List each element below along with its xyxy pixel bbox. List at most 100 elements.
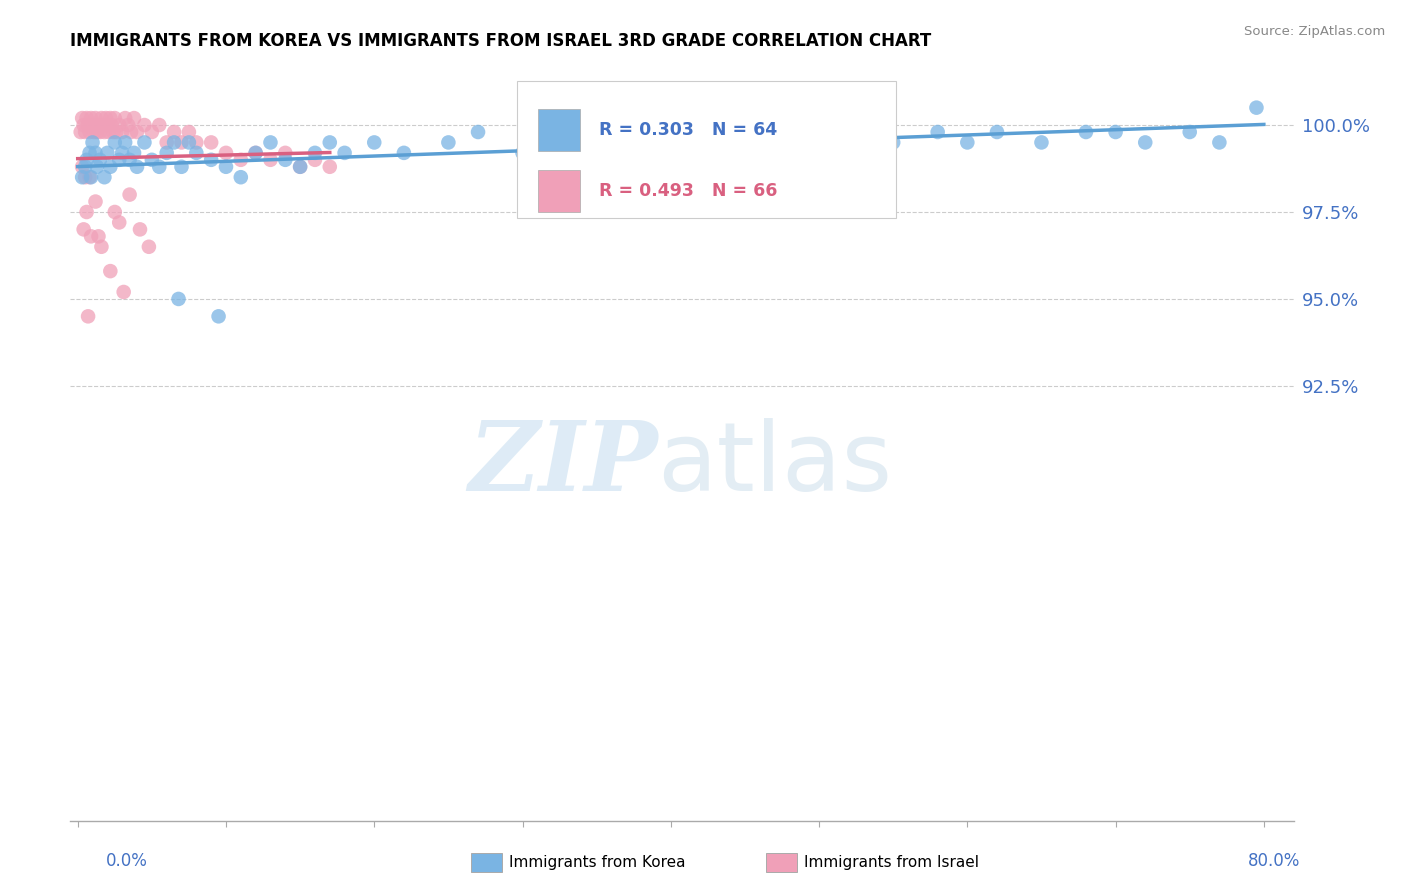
Point bbox=[134, 136, 156, 150]
Point bbox=[122, 145, 145, 160]
Point bbox=[808, 136, 831, 150]
Text: Source: ZipAtlas.com: Source: ZipAtlas.com bbox=[1244, 25, 1385, 38]
Point bbox=[1074, 125, 1097, 139]
Point bbox=[117, 118, 139, 132]
Point bbox=[259, 153, 281, 167]
Point bbox=[120, 125, 142, 139]
Point bbox=[319, 160, 342, 174]
Point bbox=[177, 125, 200, 139]
Point bbox=[156, 136, 179, 150]
Point bbox=[75, 125, 97, 139]
Point bbox=[77, 310, 100, 324]
Point bbox=[98, 160, 121, 174]
Point bbox=[1135, 136, 1157, 150]
Bar bbox=[537, 110, 581, 151]
Point bbox=[77, 118, 100, 132]
Bar bbox=[766, 853, 797, 872]
Point bbox=[72, 222, 94, 236]
Text: Immigrants from Korea: Immigrants from Korea bbox=[509, 855, 686, 870]
Point bbox=[163, 125, 186, 139]
Point bbox=[104, 205, 127, 219]
Point bbox=[207, 310, 229, 324]
Point bbox=[79, 145, 101, 160]
Point bbox=[86, 125, 108, 139]
Point bbox=[87, 118, 110, 132]
Point bbox=[274, 145, 297, 160]
Point bbox=[84, 111, 107, 125]
Text: 80.0%: 80.0% bbox=[1249, 852, 1301, 870]
Point bbox=[104, 111, 127, 125]
Point bbox=[87, 229, 110, 244]
Point bbox=[138, 240, 160, 254]
Point bbox=[259, 136, 281, 150]
Point bbox=[704, 125, 727, 139]
Point bbox=[200, 153, 222, 167]
Point bbox=[98, 264, 121, 278]
Point bbox=[82, 118, 104, 132]
Point bbox=[229, 170, 252, 185]
Point bbox=[93, 170, 115, 185]
Point bbox=[986, 125, 1008, 139]
Point bbox=[778, 125, 800, 139]
Point bbox=[122, 111, 145, 125]
Text: Immigrants from Israel: Immigrants from Israel bbox=[804, 855, 979, 870]
Point bbox=[882, 136, 904, 150]
Point bbox=[89, 153, 111, 167]
Point bbox=[108, 118, 131, 132]
Text: ZIP: ZIP bbox=[468, 417, 658, 511]
Point bbox=[245, 145, 267, 160]
Point bbox=[70, 160, 93, 174]
Point bbox=[186, 136, 208, 150]
Point bbox=[96, 118, 118, 132]
Point bbox=[186, 145, 208, 160]
Point bbox=[76, 111, 98, 125]
Point bbox=[170, 136, 193, 150]
Point bbox=[245, 145, 267, 160]
Point bbox=[72, 118, 94, 132]
Point bbox=[125, 125, 148, 139]
Point bbox=[215, 145, 238, 160]
Point bbox=[75, 160, 97, 174]
Point bbox=[84, 145, 107, 160]
Point bbox=[1031, 136, 1053, 150]
Point bbox=[70, 111, 93, 125]
Point bbox=[1178, 125, 1201, 139]
Point bbox=[101, 118, 124, 132]
Point bbox=[93, 125, 115, 139]
Point bbox=[118, 153, 141, 167]
Point bbox=[141, 153, 163, 167]
Point bbox=[167, 292, 190, 306]
Point bbox=[734, 136, 756, 150]
Point bbox=[80, 170, 103, 185]
Point bbox=[114, 111, 136, 125]
Point bbox=[288, 160, 311, 174]
Point bbox=[437, 136, 460, 150]
Point bbox=[148, 160, 170, 174]
Point bbox=[84, 194, 107, 209]
Point bbox=[114, 136, 136, 150]
Point bbox=[288, 160, 311, 174]
Point bbox=[76, 153, 98, 167]
Point bbox=[108, 153, 131, 167]
Point bbox=[659, 136, 682, 150]
Point bbox=[79, 170, 101, 185]
Point bbox=[103, 125, 125, 139]
Point bbox=[90, 240, 112, 254]
Point bbox=[512, 145, 534, 160]
Point bbox=[555, 125, 578, 139]
Point bbox=[200, 136, 222, 150]
Point bbox=[112, 285, 135, 299]
Point bbox=[927, 125, 949, 139]
Point bbox=[333, 145, 356, 160]
Point bbox=[467, 125, 489, 139]
Point bbox=[585, 136, 607, 150]
Point bbox=[274, 153, 297, 167]
Point bbox=[111, 145, 134, 160]
Point bbox=[215, 160, 238, 174]
Point bbox=[129, 222, 152, 236]
Point bbox=[304, 145, 326, 160]
Point bbox=[104, 136, 127, 150]
Point bbox=[75, 170, 97, 185]
Bar bbox=[471, 853, 502, 872]
Point bbox=[141, 125, 163, 139]
